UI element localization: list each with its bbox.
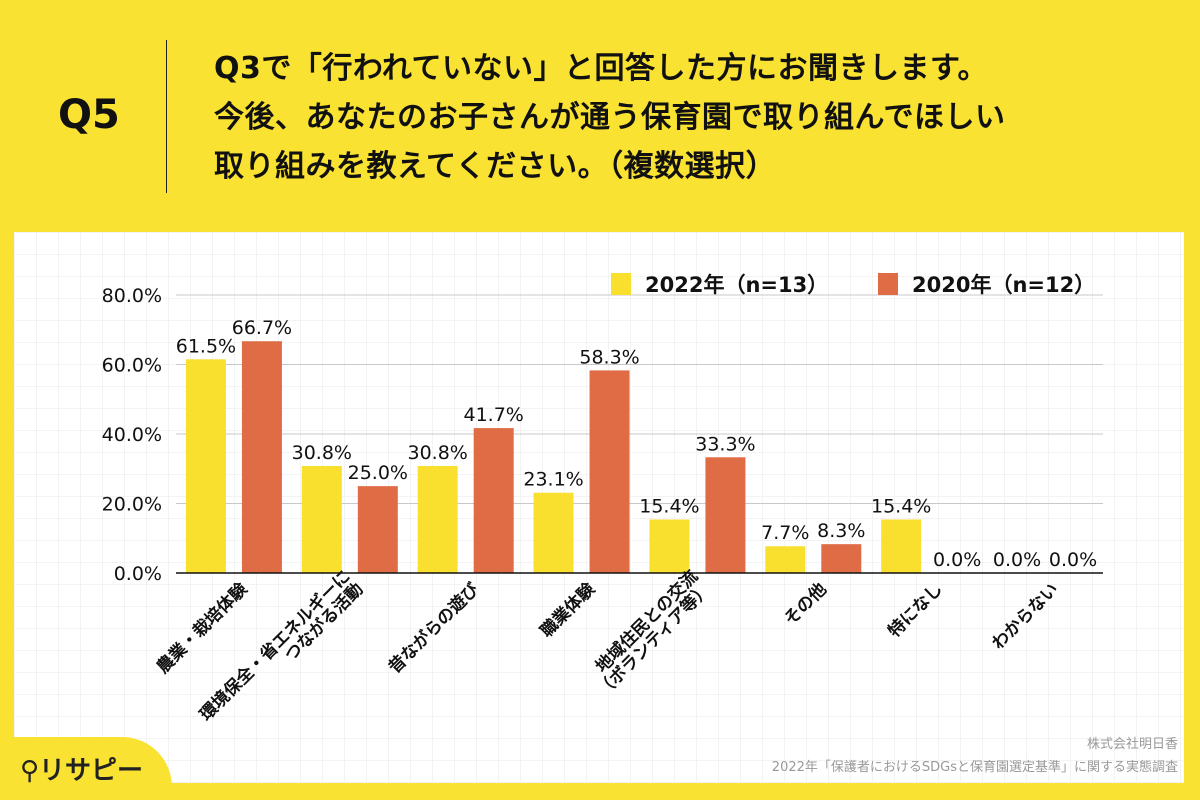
- company-credit: 株式会社明日香: [1086, 737, 1178, 752]
- data-label: 0.0%: [933, 549, 981, 571]
- legend-label: 2020年（n=12）: [912, 273, 1095, 297]
- survey-credit: 2022年「保護者におけるSDGsと保育園選定基準」に関する実態調査: [771, 760, 1178, 775]
- legend-swatch: [611, 273, 631, 295]
- data-label: 41.7%: [464, 404, 524, 426]
- bar-2022: [417, 465, 458, 573]
- x-category-label: 地域住民との交流（ボランティア等）: [580, 566, 715, 701]
- bar-2020: [589, 370, 630, 573]
- bar-2020: [473, 428, 514, 573]
- bar-2020: [821, 544, 862, 573]
- bar-2022: [881, 519, 922, 573]
- data-label: 0.0%: [993, 549, 1041, 571]
- title-line: Q3で「行われていない」と回答した方にお聞きします。: [214, 51, 988, 86]
- data-label: 61.5%: [176, 335, 236, 357]
- x-category-label: 昔ながらの遊び: [384, 579, 483, 678]
- logo-badge: [0, 737, 172, 800]
- bar-2022: [765, 546, 806, 573]
- question-title: Q3で「行われていない」と回答した方にお聞きします。 今後、あなたのお子さんが通…: [214, 44, 1006, 191]
- data-label: 8.3%: [817, 520, 865, 542]
- bar-2022: [533, 492, 574, 573]
- x-category-label: 環境保全・省エネルギーにつながる活動: [196, 566, 368, 738]
- y-tick-label: 0.0%: [114, 563, 162, 585]
- bar-2020: [357, 486, 398, 573]
- data-label: 33.3%: [695, 433, 755, 455]
- data-label: 15.4%: [639, 495, 699, 517]
- legend-swatch: [878, 273, 898, 295]
- data-label: 25.0%: [348, 462, 408, 484]
- data-label: 30.8%: [292, 442, 352, 464]
- x-category-label: わからない: [988, 579, 1062, 653]
- x-category-label: その他: [780, 579, 831, 630]
- data-label: 58.3%: [579, 346, 639, 368]
- data-label: 30.8%: [408, 442, 468, 464]
- x-category-label: 職業体験: [536, 578, 600, 642]
- bar-2022: [301, 465, 342, 573]
- data-label: 0.0%: [1049, 549, 1097, 571]
- logo: ⚲リサピー: [20, 750, 143, 787]
- bar-2020: [705, 457, 746, 573]
- y-tick-label: 20.0%: [102, 494, 162, 516]
- pin-icon: ⚲: [20, 756, 40, 786]
- legend-label: 2022年（n=13）: [645, 273, 828, 297]
- y-tick-label: 60.0%: [102, 355, 162, 377]
- bar-2022: [649, 519, 690, 573]
- data-label: 66.7%: [232, 317, 292, 339]
- y-tick-label: 40.0%: [102, 424, 162, 446]
- data-label: 7.7%: [761, 522, 809, 544]
- y-tick-label: 80.0%: [102, 285, 162, 307]
- title-line: 今後、あなたのお子さんが通う保育園で取り組んでほしい: [214, 100, 1006, 135]
- x-category-label: 特になし: [884, 579, 947, 642]
- divider: [166, 40, 167, 193]
- logo-text: リサピー: [39, 756, 144, 786]
- question-number: Q5: [58, 92, 120, 138]
- title-line: 取り組みを教えてください。（複数選択）: [214, 149, 777, 184]
- bar-2022: [185, 359, 226, 573]
- data-label: 15.4%: [871, 495, 931, 517]
- x-category-label: 農業・栽培体験: [152, 578, 252, 678]
- bar-2020: [241, 341, 282, 573]
- data-label: 23.1%: [523, 469, 583, 491]
